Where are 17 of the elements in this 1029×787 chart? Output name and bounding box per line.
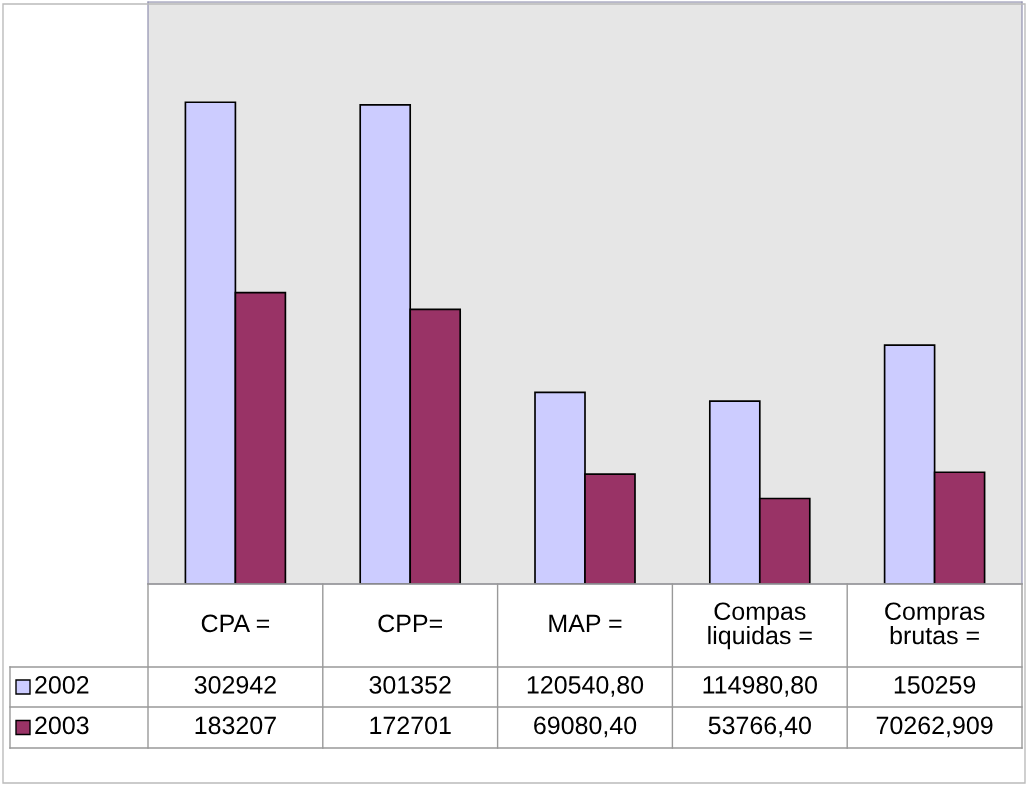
data-label: 53766,40 [708, 716, 811, 738]
data-label: 301352 [369, 676, 451, 694]
legend-label: 2002 [35, 676, 89, 694]
data-label: 150259 [894, 676, 976, 694]
data-label: 70262,909 [876, 716, 993, 738]
data-label: 172701 [370, 716, 451, 735]
x-tick-label: CPP= [378, 614, 442, 633]
x-tick-label: Compras brutas = [885, 602, 985, 645]
legend-label: 2003 [35, 716, 89, 735]
data-label: 183207 [195, 716, 276, 735]
data-label: 120540,80 [527, 676, 644, 697]
x-tick-label: MAP = [549, 614, 622, 632]
data-label: 69080,40 [534, 716, 637, 738]
x-tick-label: Compas liquidas = [708, 602, 812, 650]
data-label: 302942 [194, 676, 276, 694]
x-tick-label: CPA = [201, 614, 270, 633]
data-label: 114980,80 [703, 676, 817, 697]
